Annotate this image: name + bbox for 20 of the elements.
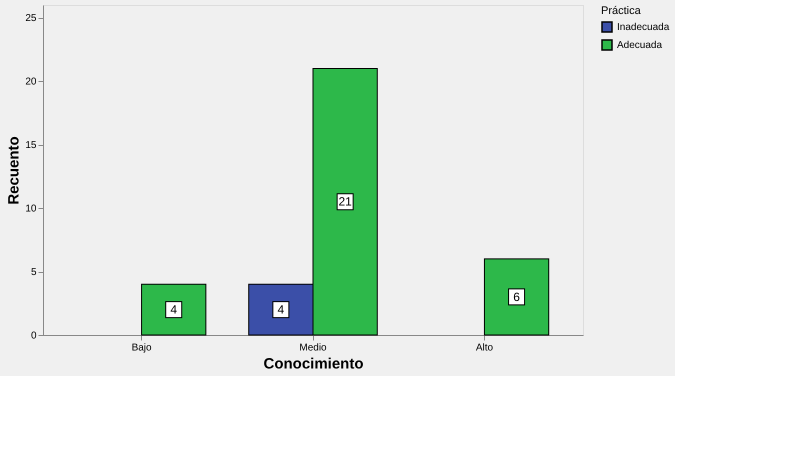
- y-tick-label: 5: [30, 267, 37, 278]
- data-label: 4: [170, 302, 178, 317]
- y-tick-label: 10: [25, 204, 37, 215]
- y-tick-label: 0: [30, 330, 37, 342]
- y-axis-title: Recuento: [5, 136, 22, 205]
- legend-label: Inadecuada: [617, 22, 670, 33]
- y-tick-label: 25: [25, 13, 37, 24]
- x-tick-label: Alto: [476, 342, 494, 354]
- y-tick-label: 20: [25, 76, 37, 88]
- y-tick-label: 15: [25, 140, 37, 152]
- x-tick-label: Bajo: [132, 342, 152, 354]
- x-axis-title: Conocimiento: [264, 356, 364, 372]
- legend-label: Adecuada: [617, 40, 662, 51]
- x-tick-label: Medio: [299, 342, 328, 354]
- data-label: 4: [278, 302, 285, 317]
- legend-title: Práctica: [601, 5, 642, 17]
- bar: [141, 284, 206, 336]
- data-label: 6: [513, 290, 520, 304]
- data-label: 21: [338, 194, 352, 209]
- bar: [484, 258, 550, 336]
